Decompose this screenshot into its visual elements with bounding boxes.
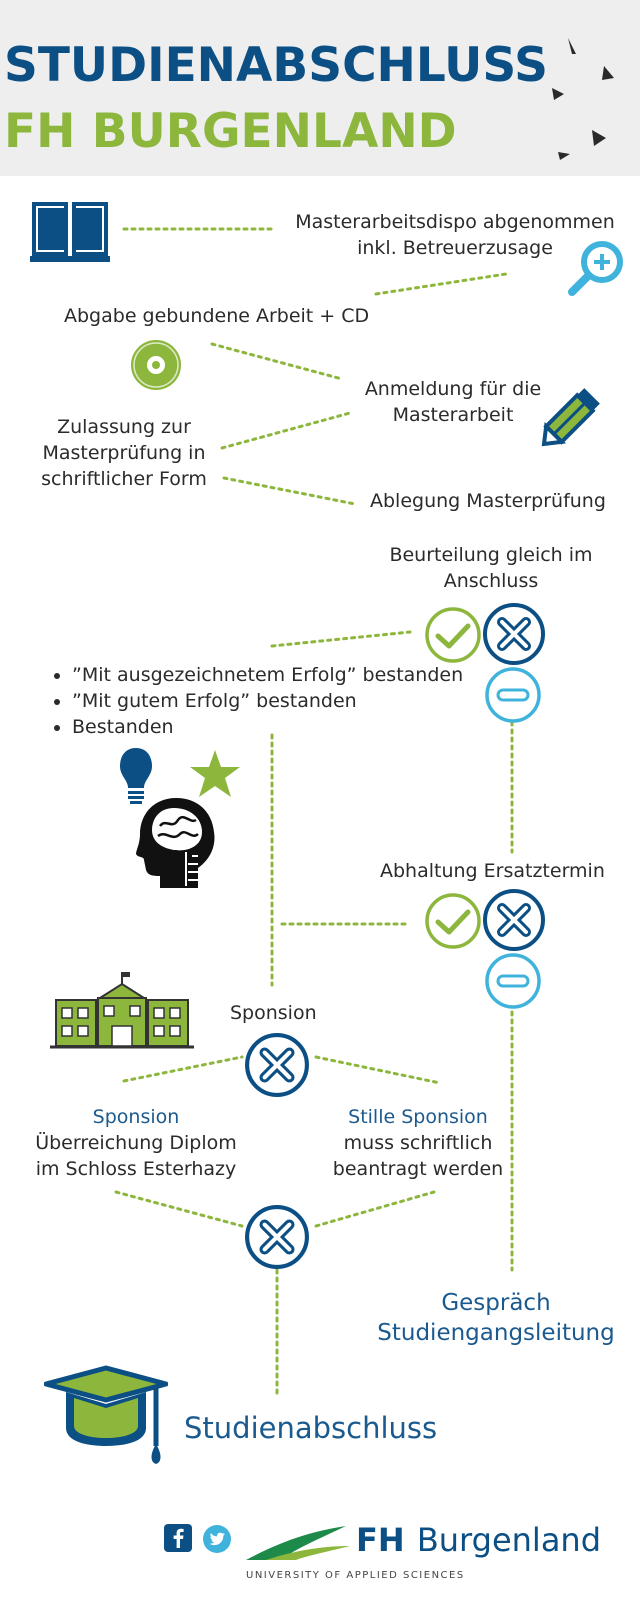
step-abgabe: Abgabe gebundene Arbeit + CD bbox=[64, 305, 370, 327]
beurteilung-line-2: Anschluss bbox=[443, 570, 539, 592]
logo-subtitle: UNIVERSITY OF APPLIED SCIENCES bbox=[246, 1570, 465, 1581]
title-line-1: STUDIENABSCHLUSS bbox=[4, 38, 548, 93]
anmeldung-line-1: Anmeldung für die bbox=[364, 378, 542, 400]
step-ablegung: Ablegung Masterprüfung bbox=[370, 490, 606, 512]
step-gespraech-studiengangsleitung: Gespräch Studiengangsleitung bbox=[374, 1288, 618, 1348]
sponsion-b-line-1: muss schriftlich bbox=[343, 1132, 493, 1154]
logo-fh: FH bbox=[356, 1521, 405, 1559]
step-beurteilung: Beurteilung gleich im Anschluss bbox=[384, 542, 598, 594]
x-circle-icon bbox=[483, 889, 545, 951]
title-line-2: FH BURGENLAND bbox=[4, 104, 457, 159]
option-sponsion-schloss: Sponsion Überreichung Diplom im Schloss … bbox=[26, 1104, 246, 1182]
sponsion-b-line-2: beantragt werden bbox=[332, 1158, 504, 1180]
head-brain-icon bbox=[136, 798, 215, 888]
dispo-line-2: inkl. Betreuerzusage bbox=[357, 237, 553, 259]
beurteilung-line-1: Beurteilung gleich im bbox=[389, 544, 593, 566]
zulassung-line-3: schriftlicher Form bbox=[41, 468, 207, 490]
minus-circle-icon bbox=[485, 953, 541, 1009]
sponsion-b-title: Stille Sponsion bbox=[348, 1106, 488, 1128]
step-studienabschluss: Studienabschluss bbox=[184, 1411, 438, 1445]
pencil-icon bbox=[541, 388, 600, 447]
book-icon bbox=[30, 202, 110, 262]
star-icon bbox=[190, 750, 240, 797]
check-circle-icon bbox=[425, 893, 481, 949]
twitter-icon[interactable] bbox=[202, 1524, 232, 1554]
list-item: ”Mit ausgezeichnetem Erfolg” bestanden bbox=[72, 662, 463, 688]
minus-circle-icon bbox=[485, 667, 541, 723]
step-abhaltung-ersatztermin: Abhaltung Ersatztermin bbox=[380, 860, 605, 882]
step-sponsion: Sponsion bbox=[230, 1002, 317, 1024]
grades-list: ”Mit ausgezeichnetem Erfolg” bestanden ”… bbox=[48, 662, 463, 740]
step-zulassung: Zulassung zur Masterprüfung in schriftli… bbox=[32, 414, 216, 492]
school-building-icon bbox=[50, 972, 194, 1049]
logo-name: Burgenland bbox=[416, 1521, 602, 1559]
x-circle-icon bbox=[245, 1205, 309, 1269]
option-stille-sponsion: Stille Sponsion muss schriftlich beantra… bbox=[322, 1104, 514, 1182]
zulassung-line-2: Masterprüfung in bbox=[42, 442, 206, 464]
gespraech-line-1: Gespräch bbox=[441, 1290, 551, 1316]
lightbulb-icon bbox=[120, 748, 152, 804]
fh-burgenland-logo: FH Burgenland UNIVERSITY OF APPLIED SCIE… bbox=[246, 1516, 626, 1588]
graduation-cap-icon bbox=[44, 1365, 168, 1464]
graduation-cap-throw-decoration bbox=[552, 38, 614, 160]
gespraech-line-2: Studiengangsleitung bbox=[377, 1320, 615, 1346]
list-item: ”Mit gutem Erfolg” bestanden bbox=[72, 688, 463, 714]
magnifier-plus-icon bbox=[568, 241, 623, 296]
check-circle-icon bbox=[425, 607, 481, 663]
sponsion-a-title: Sponsion bbox=[92, 1106, 180, 1128]
logo-text: FH Burgenland bbox=[356, 1522, 601, 1558]
zulassung-line-1: Zulassung zur bbox=[57, 416, 191, 438]
anmeldung-line-2: Masterarbeit bbox=[392, 404, 514, 426]
sponsion-a-line-1: Überreichung Diplom bbox=[35, 1132, 237, 1154]
dispo-line-1: Masterarbeitsdispo abgenommen bbox=[295, 211, 615, 233]
step-anmeldung: Anmeldung für die Masterarbeit bbox=[350, 376, 556, 428]
facebook-icon[interactable] bbox=[164, 1524, 192, 1552]
x-circle-icon bbox=[245, 1033, 309, 1097]
cd-icon bbox=[129, 338, 183, 392]
logo-swoosh-icon bbox=[246, 1526, 350, 1560]
sponsion-a-line-2: im Schloss Esterhazy bbox=[35, 1158, 237, 1180]
step-masterarbeitsdispo: Masterarbeitsdispo abgenommen inkl. Betr… bbox=[290, 209, 620, 261]
list-item: Bestanden bbox=[72, 714, 463, 740]
x-circle-icon bbox=[483, 603, 545, 665]
header-banner: STUDIENABSCHLUSS FH BURGENLAND bbox=[0, 0, 640, 176]
